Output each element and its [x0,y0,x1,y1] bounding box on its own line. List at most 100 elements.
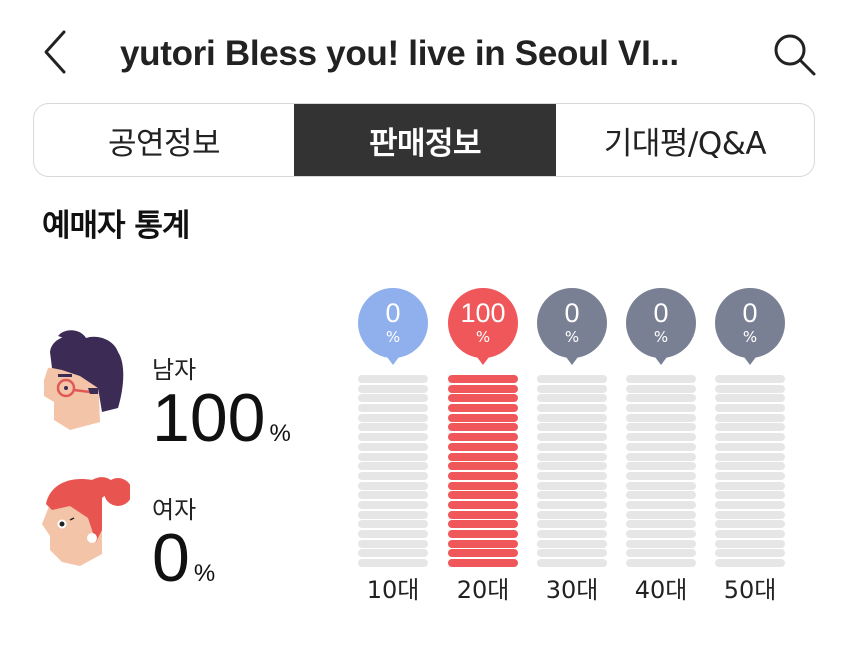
age-label: 50대 [723,576,777,604]
gender-female-stat: 여자 0% [40,470,320,594]
age-distribution-chart: 0 % 10대 100 % 20대 0 % 30대 0 % 40대 0 % [356,288,796,608]
bar-segment [715,462,785,471]
bar-segment [448,549,518,558]
bar-segment [358,481,428,490]
bar-segment [537,549,607,558]
bar-segment [626,510,696,519]
bar-segment [715,559,785,568]
age-column-20s: 100 % 20대 [446,288,520,608]
age-bar [626,375,696,569]
bar-segment [358,510,428,519]
bar-segment [448,471,518,480]
bar-segment [715,539,785,548]
age-column-40s: 0 % 40대 [624,288,698,608]
back-button[interactable] [36,28,76,76]
tab-performance-info[interactable]: 공연정보 [107,125,221,162]
bar-segment [448,452,518,461]
bar-segment [626,530,696,538]
age-column-10s: 0 % 10대 [356,288,430,608]
bar-segment [626,442,696,451]
bar-segment [715,433,785,442]
bar-segment [626,500,696,509]
bar-segment [448,433,518,442]
bar-segment [537,491,607,500]
tab-sales-info[interactable]: 판매정보 [294,104,556,176]
bar-segment [626,394,696,403]
female-percentage: 0% [152,522,215,610]
bar-segment [448,510,518,519]
top-bar: yutori Bless you! live in Seoul VI... [0,0,850,100]
female-avatar-icon [42,477,130,566]
bar-segment [537,433,607,442]
bar-segment [448,559,518,568]
bar-segment [358,394,428,403]
bar-segment [715,404,785,413]
bar-segment [626,413,696,422]
bar-segment [358,375,428,383]
bar-segment [715,549,785,558]
bar-segment [626,549,696,558]
search-button[interactable] [770,30,818,78]
age-label: 10대 [366,576,420,604]
bar-segment [358,404,428,413]
age-label: 30대 [545,576,599,604]
bar-segment [626,452,696,461]
age-bubble: 0 % [626,288,696,365]
age-value: 0 [653,298,669,328]
bar-segment [715,491,785,500]
bar-segment [448,384,518,393]
bar-segment [715,471,785,480]
bar-segment [448,394,518,403]
bar-segment [715,413,785,422]
bar-segment [358,452,428,461]
bar-segment [715,530,785,538]
bar-segment [537,481,607,490]
bar-segment [537,500,607,509]
bar-segment [448,491,518,500]
bar-segment [448,413,518,422]
bar-segment [626,471,696,480]
female-unit: % [193,560,216,587]
age-label: 20대 [456,576,510,604]
age-label: 40대 [634,576,688,604]
bar-segment [626,520,696,529]
male-avatar-icon [44,330,124,430]
age-value: 0 [742,298,758,328]
male-percentage: 100% [152,382,291,470]
age-value: 0 [385,298,401,328]
bar-segment [715,520,785,529]
bar-segment [358,384,428,393]
bar-segment [358,520,428,529]
age-value: 0 [564,298,580,328]
section-title: 예매자 통계 [42,208,190,244]
age-bar [715,375,785,569]
female-value: 0 [152,520,190,596]
bar-segment [448,500,518,509]
bar-segment [537,471,607,480]
bar-segment [448,520,518,529]
bar-segment [626,559,696,568]
tab-reviews-qa[interactable]: 기대평/Q&A [603,125,767,162]
age-unit: % [385,328,401,346]
bar-segment [537,423,607,432]
bar-segment [537,394,607,403]
age-bubble: 0 % [715,288,785,365]
age-bubble: 0 % [358,288,428,365]
bar-segment [715,452,785,461]
age-column-30s: 0 % 30대 [535,288,609,608]
bar-segment [537,404,607,413]
bar-segment [448,404,518,413]
age-bubble: 100 % [448,288,518,365]
bar-segment [626,423,696,432]
bar-segment [537,413,607,422]
age-unit: % [564,328,580,346]
bar-segment [537,452,607,461]
bar-segment [358,462,428,471]
bar-segment [537,520,607,529]
bar-segment [537,559,607,568]
bar-segment [715,394,785,403]
bar-segment [448,539,518,548]
age-unit: % [475,328,491,346]
bar-segment [626,539,696,548]
bar-segment [358,423,428,432]
